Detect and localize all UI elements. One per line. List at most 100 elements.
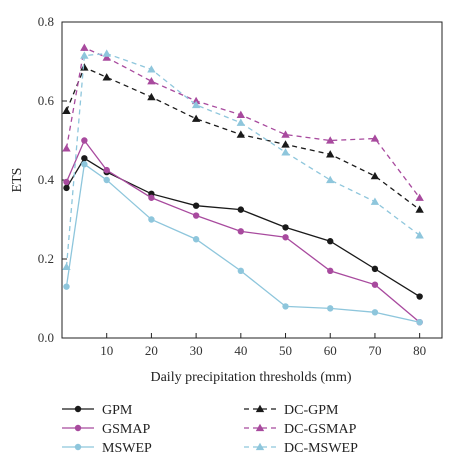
data-point-gsmap	[63, 178, 70, 186]
legend-swatch-marker	[74, 443, 82, 451]
data-point-dc-gpm	[415, 205, 424, 213]
series-line-gsmap	[65, 139, 421, 323]
data-point-dc-gsmap	[281, 130, 290, 138]
data-point-gsmap	[103, 166, 110, 174]
data-point-gsmap	[192, 212, 200, 219]
x-tick-label: 10	[100, 343, 113, 358]
data-point-dc-mswep	[191, 100, 201, 109]
data-point-gsmap	[148, 194, 155, 201]
legend-item-mswep: MSWEP	[62, 441, 152, 456]
x-tick-label: 60	[324, 343, 337, 358]
x-tick-label: 80	[413, 343, 426, 358]
data-point-dc-gsmap	[147, 77, 156, 85]
legend-label: MSWEP	[102, 441, 152, 456]
series-line-dc-gpm	[65, 66, 421, 211]
data-point-dc-gsmap	[191, 96, 201, 105]
legend-swatch-marker	[255, 404, 265, 413]
y-axis-label: ETS	[10, 168, 25, 193]
legend-item-gsmap: GSMAP	[62, 422, 150, 437]
data-point-dc-gsmap	[415, 193, 424, 201]
y-tick-label: 0.4	[38, 172, 55, 187]
series-line-mswep	[65, 163, 420, 323]
data-point-dc-mswep	[236, 118, 246, 126]
data-point-gpm	[371, 265, 379, 273]
data-point-gpm	[81, 155, 88, 162]
data-point-gsmap	[371, 281, 379, 288]
data-point-dc-gpm	[102, 73, 111, 81]
data-point-dc-gsmap	[102, 53, 111, 61]
data-point-gpm	[63, 184, 70, 192]
data-point-dc-mswep	[370, 197, 380, 205]
data-point-mswep	[148, 216, 155, 223]
data-point-dc-gpm	[191, 114, 201, 122]
data-point-dc-gsmap	[326, 136, 335, 144]
legend-item-dc-gsmap: DC-GSMAP	[244, 422, 357, 437]
data-point-mswep	[81, 161, 88, 168]
legend-item-gpm: GPM	[62, 403, 133, 418]
series-gsmap	[63, 137, 423, 326]
data-point-dc-gpm	[370, 171, 380, 180]
data-point-dc-gpm	[326, 150, 335, 158]
legend-label: GPM	[102, 403, 133, 418]
data-point-dc-gpm	[236, 130, 246, 138]
data-point-dc-gsmap	[62, 144, 71, 152]
data-point-dc-gpm	[147, 92, 156, 101]
data-point-dc-mswep	[415, 231, 424, 239]
legend: GPM GSMAP MSWEP DC-GPM DC-GSMAP DC-MSWEP	[62, 403, 358, 456]
data-point-mswep	[103, 176, 110, 184]
series-dc-mswep	[62, 49, 424, 271]
series-layer	[62, 43, 424, 326]
data-point-mswep	[282, 303, 289, 310]
data-point-gpm	[237, 206, 245, 213]
series-dc-gsmap	[62, 43, 424, 201]
data-point-dc-gpm	[62, 106, 71, 115]
x-tick-label: 20	[145, 343, 158, 358]
data-point-gpm	[282, 224, 289, 231]
legend-swatch-marker	[74, 424, 82, 432]
series-line-gpm	[65, 157, 420, 298]
data-point-gpm	[327, 238, 334, 245]
y-tick-label: 0.8	[38, 14, 54, 29]
series-line-dc-mswep	[65, 52, 421, 267]
x-tick-label: 70	[368, 343, 381, 358]
data-point-dc-mswep	[147, 65, 156, 73]
legend-swatch-marker	[74, 405, 82, 413]
x-tick-label: 30	[190, 343, 203, 358]
legend-item-dc-mswep: DC-MSWEP	[244, 441, 358, 456]
x-tick-label: 40	[234, 343, 247, 358]
data-point-dc-gsmap	[80, 43, 89, 51]
plot-frame	[61, 21, 443, 339]
x-axis-label: Daily precipitation thresholds (mm)	[150, 370, 351, 385]
data-point-dc-mswep	[326, 175, 335, 184]
data-point-dc-gsmap	[236, 110, 246, 118]
axes: 0.0 0.2 0.4 0.6 0.8 10 20 30 40 50 60 70 80	[38, 14, 443, 358]
legend-label: DC-GSMAP	[284, 422, 357, 437]
data-point-mswep	[416, 319, 423, 326]
y-tick-label: 0.2	[38, 251, 54, 266]
data-point-dc-gsmap	[370, 134, 380, 142]
legend-swatch-marker	[255, 442, 265, 451]
data-point-gsmap	[81, 137, 88, 144]
data-point-gsmap	[237, 228, 245, 235]
legend-label: DC-MSWEP	[284, 441, 358, 456]
legend-label: GSMAP	[102, 422, 150, 437]
legend-swatch-marker	[255, 423, 265, 432]
data-point-gsmap	[327, 267, 334, 275]
y-tick-label: 0.6	[38, 93, 55, 108]
data-point-gsmap	[282, 234, 289, 241]
data-point-mswep	[63, 283, 70, 290]
data-point-mswep	[327, 305, 334, 312]
y-tick-label: 0.0	[38, 330, 54, 345]
data-point-dc-gpm	[281, 140, 290, 148]
data-point-dc-mswep	[281, 148, 290, 156]
data-point-dc-mswep	[62, 262, 71, 271]
data-point-dc-mswep	[80, 51, 89, 59]
series-line-dc-gsmap	[65, 46, 421, 199]
data-point-gpm	[416, 293, 423, 300]
legend-item-dc-gpm: DC-GPM	[244, 403, 339, 418]
data-point-mswep	[371, 309, 379, 316]
series-mswep	[63, 161, 423, 326]
data-point-dc-mswep	[102, 49, 111, 57]
data-point-dc-gpm	[80, 63, 89, 71]
